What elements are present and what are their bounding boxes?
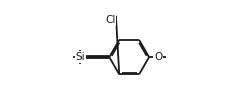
Text: Si: Si xyxy=(76,52,85,62)
Text: O: O xyxy=(154,52,162,62)
Text: Cl: Cl xyxy=(105,15,115,25)
